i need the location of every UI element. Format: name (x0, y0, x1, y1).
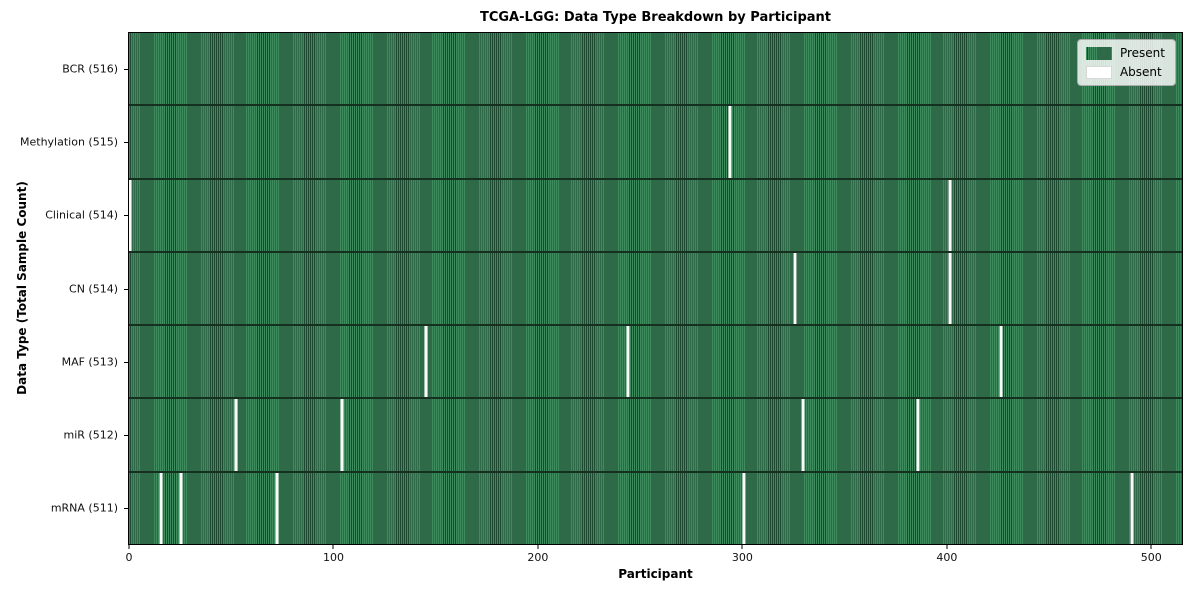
x-tick-label-100: 100 (322, 551, 344, 564)
y-tick-label-1: Methylation (515) (20, 135, 118, 149)
absent-gap-participant-427 (999, 326, 1003, 398)
absent-gap-participant-25 (179, 472, 183, 544)
absent-gap-participant-15 (159, 472, 163, 544)
absent-gap-participant-244 (626, 326, 630, 398)
x-tick-label-500: 500 (1140, 551, 1162, 564)
absent-gap-participant-326 (793, 252, 797, 325)
legend-label-absent: Absent (1119, 65, 1162, 79)
absent-gap-participant-52 (234, 399, 238, 471)
legend-label-present: Present (1119, 46, 1165, 60)
x-tick-mark-500 (1150, 545, 1152, 549)
y-tick-label-0: BCR (516) (62, 62, 118, 76)
y-tick-mark-3 (124, 288, 128, 290)
heatmap-plot-area: Present Absent (128, 32, 1183, 545)
x-tick-label-0: 0 (125, 551, 133, 564)
y-tick-mark-5 (124, 435, 128, 437)
absent-gap-participant-104 (340, 399, 344, 471)
heatmap-row-mir (129, 397, 1182, 471)
x-tick-mark-200 (537, 545, 539, 549)
y-tick-label-3: CN (514) (69, 282, 118, 295)
heatmap-row-bcr (129, 33, 1182, 105)
y-tick-mark-4 (124, 361, 128, 363)
x-tick-mark-400 (946, 545, 948, 549)
absent-gap-participant-294 (728, 106, 732, 178)
absent-gap-participant-145 (424, 326, 428, 398)
heatmap-row-mrna (129, 470, 1182, 544)
y-tick-mark-2 (124, 215, 128, 217)
absent-gap-participant-72 (275, 472, 279, 544)
legend-swatch-absent-icon (1085, 65, 1112, 79)
chart-title: TCGA-LGG: Data Type Breakdown by Partici… (479, 10, 832, 25)
absent-gap-participant-402 (948, 252, 952, 325)
absent-gap-participant-301 (742, 472, 746, 544)
heatmap-row-maf (129, 324, 1182, 398)
absent-gap-participant-330 (801, 399, 805, 471)
y-tick-mark-1 (124, 141, 128, 143)
x-tick-mark-100 (332, 545, 334, 549)
absent-gap-participant-402 (948, 179, 952, 251)
legend-swatch-present-icon (1085, 46, 1112, 60)
x-tick-label-300: 300 (731, 551, 753, 564)
heatmap-row-clinical (129, 177, 1182, 251)
x-tick-mark-0 (128, 545, 130, 549)
y-tick-label-2: Clinical (514) (45, 208, 118, 222)
y-tick-mark-6 (124, 508, 128, 510)
x-tick-mark-300 (741, 545, 743, 549)
y-tick-label-4: MAF (513) (61, 355, 118, 369)
absent-gap-participant-386 (916, 399, 920, 471)
heatmap-row-methylation (129, 104, 1182, 178)
y-tick-mark-0 (124, 68, 128, 70)
legend-entry-present: Present (1085, 46, 1165, 60)
legend-entry-absent: Absent (1085, 65, 1165, 79)
x-axis-label: Participant (618, 567, 693, 581)
y-tick-label-6: mRNA (511) (50, 501, 118, 515)
x-tick-label-400: 400 (936, 551, 958, 564)
y-tick-label-5: miR (512) (63, 428, 119, 442)
absent-gap-participant-491 (1130, 472, 1134, 544)
legend: Present Absent (1076, 39, 1176, 86)
heatmap-row-cn (129, 250, 1182, 325)
absent-gap-participant-0 (129, 179, 132, 251)
x-tick-label-200: 200 (527, 551, 549, 564)
